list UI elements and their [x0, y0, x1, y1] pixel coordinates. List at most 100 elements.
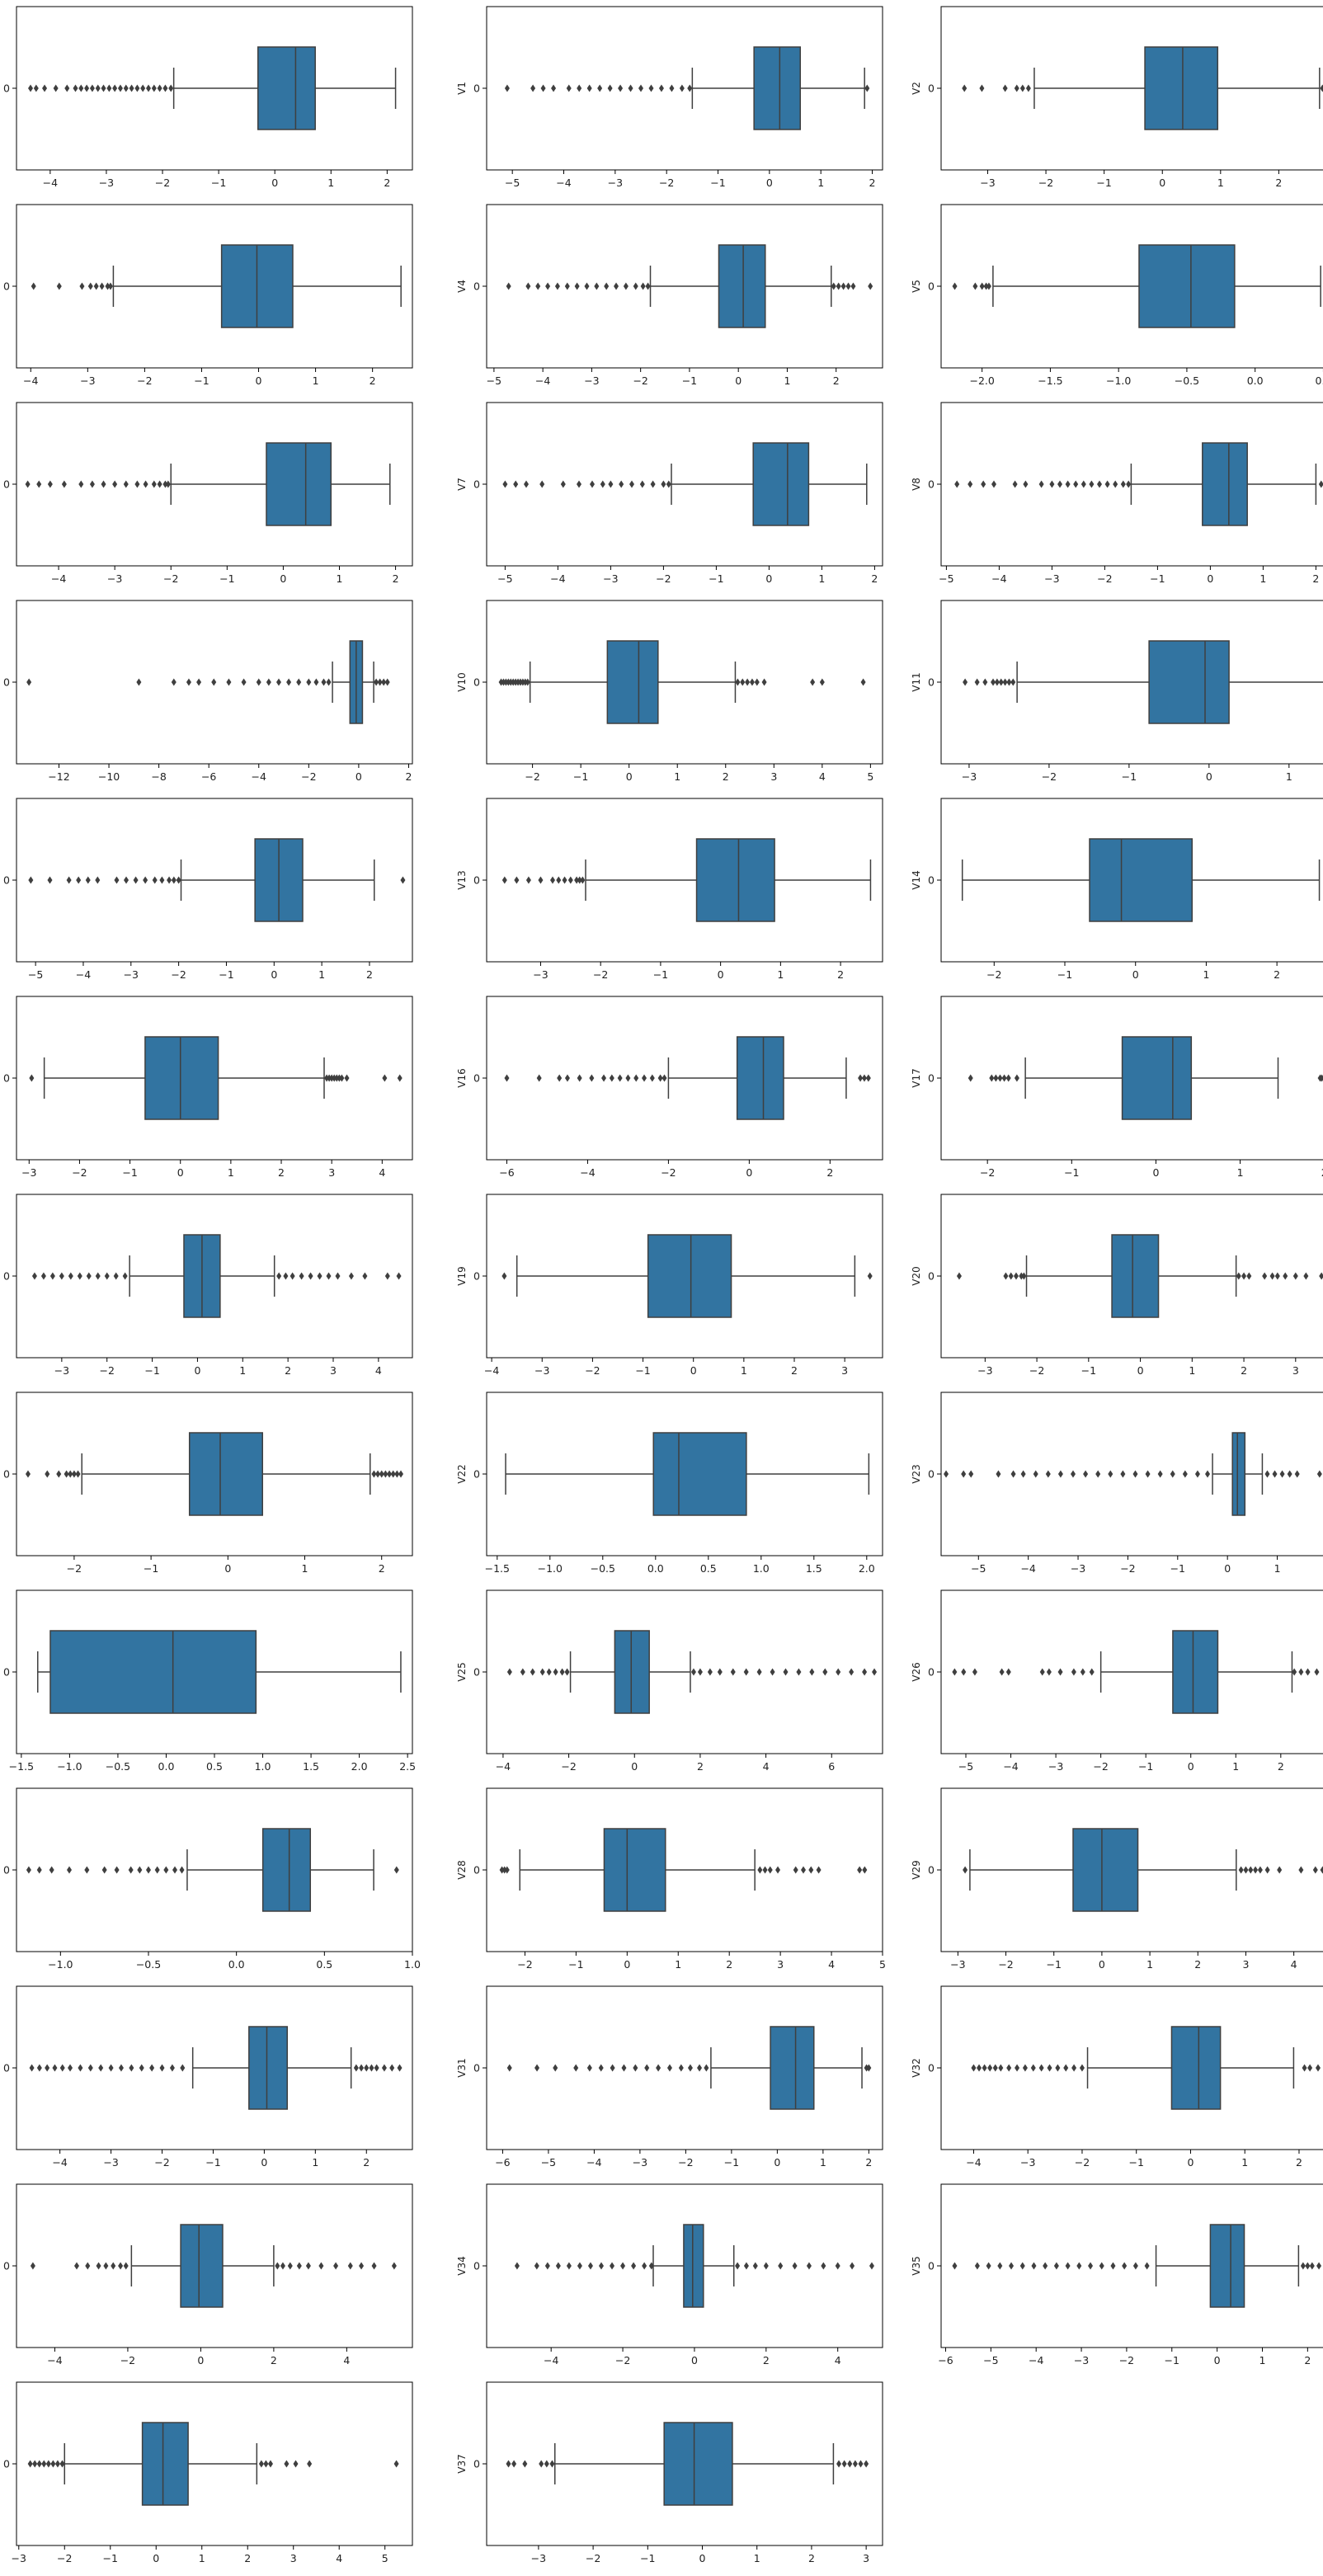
- outlier-point: [25, 1470, 31, 1478]
- outlier-point: [1269, 1272, 1275, 1280]
- outlier-point: [359, 2262, 365, 2270]
- y-tick-label: 0: [928, 2260, 935, 2272]
- outlier-point: [196, 678, 202, 686]
- x-tick-label: −2: [678, 2156, 693, 2169]
- x-tick-label: −1: [1081, 1364, 1096, 1377]
- x-tick-label: −3: [1044, 572, 1059, 585]
- outlier-point: [513, 480, 519, 488]
- outlier-point: [1014, 1074, 1019, 1082]
- outlier-point: [971, 2064, 977, 2072]
- outlier-point: [344, 1074, 350, 1082]
- outlier-point: [26, 678, 32, 686]
- outlier-point: [107, 282, 113, 290]
- outlier-point: [767, 1866, 773, 1874]
- iqr-box: [248, 2026, 289, 2110]
- x-tick-label: −4: [47, 2354, 62, 2366]
- iqr-box: [614, 1630, 650, 1714]
- x-tick-label: 0: [699, 2552, 706, 2564]
- x-tick-label: −1: [144, 1364, 159, 1377]
- outlier-point: [1113, 480, 1118, 488]
- outlier-point: [793, 1866, 798, 1874]
- outlier-point: [129, 84, 134, 92]
- outlier-point: [1298, 1668, 1304, 1676]
- outlier-point: [1316, 1470, 1322, 1478]
- outlier-point: [584, 282, 590, 290]
- outlier-point: [530, 84, 536, 92]
- subplot-v22: −1.5 −1.0 −0.5 0.0 0.5 1.0 1.5 2.0 0 V22: [456, 1392, 883, 1575]
- outlier-point: [1046, 1668, 1052, 1676]
- outlier-point: [707, 1668, 713, 1676]
- x-tick-label: −1: [635, 1364, 650, 1377]
- outlier-point: [393, 2460, 399, 2468]
- outlier-point: [146, 1866, 151, 1874]
- outlier-point: [511, 2460, 517, 2468]
- outlier-point: [171, 876, 177, 884]
- outlier-point: [577, 1074, 582, 1082]
- x-tick-label: 0: [1214, 2354, 1221, 2366]
- x-tick-label: −6: [201, 770, 216, 783]
- y-axis-label: V19: [456, 1266, 468, 1285]
- outlier-point: [601, 1074, 607, 1082]
- y-tick-label: 0: [3, 478, 10, 491]
- outlier-point: [1300, 2262, 1306, 2270]
- outlier-point: [962, 84, 968, 92]
- x-tick-label: 3: [770, 770, 777, 783]
- x-tick-label: −0.5: [1175, 374, 1199, 387]
- outlier-point: [525, 678, 530, 686]
- y-axis-label: V7: [456, 478, 468, 491]
- outlier-point: [806, 2262, 812, 2270]
- y-axis-label: V26: [911, 1662, 922, 1681]
- x-tick-label: 0: [1207, 572, 1213, 585]
- y-tick-label: 0: [3, 1864, 10, 1877]
- outlier-point: [991, 480, 996, 488]
- x-tick-label: 0: [690, 1364, 697, 1377]
- outlier-point: [1272, 1470, 1278, 1478]
- outlier-point: [993, 1074, 999, 1082]
- x-tick-label: 1: [318, 968, 325, 981]
- outlier-point: [872, 1668, 878, 1676]
- outlier-point: [986, 282, 991, 290]
- outlier-point: [283, 1272, 289, 1280]
- y-tick-label: 0: [3, 82, 10, 95]
- x-tick-label: −3: [124, 968, 139, 981]
- x-tick-label: 1: [1146, 1958, 1153, 1971]
- outlier-point: [68, 1470, 73, 1478]
- outlier-point: [1076, 2262, 1082, 2270]
- outlier-point: [40, 1272, 46, 1280]
- outlier-point: [1009, 2262, 1015, 2270]
- outlier-point: [514, 2262, 520, 2270]
- iqr-box: [257, 46, 316, 130]
- outlier-point: [586, 84, 592, 92]
- outlier-point: [754, 678, 760, 686]
- outlier-point: [1057, 1470, 1063, 1478]
- outlier-point: [101, 480, 106, 488]
- outlier-point: [339, 1074, 345, 1082]
- subplot-v29: −3 −2 −1 0 1 2 3 4 0 V29: [911, 1787, 1323, 1971]
- outlier-point: [53, 84, 59, 92]
- x-tick-label: −2: [1097, 572, 1112, 585]
- outlier-point: [1292, 1272, 1298, 1280]
- y-tick-label: 0: [928, 1072, 935, 1085]
- outlier-point: [32, 2460, 38, 2468]
- outlier-point: [587, 2262, 593, 2270]
- outlier-point: [397, 1074, 403, 1082]
- outlier-point: [93, 282, 99, 290]
- x-tick-label: 1: [337, 572, 343, 585]
- outlier-point: [186, 678, 191, 686]
- x-tick-label: 0: [1224, 1562, 1231, 1575]
- x-tick-label: 0: [256, 374, 262, 387]
- outlier-point: [1071, 1470, 1076, 1478]
- outlier-point: [139, 2064, 144, 2072]
- outlier-point: [1057, 1668, 1063, 1676]
- x-tick-label: 1: [817, 177, 824, 189]
- outlier-point: [335, 1272, 341, 1280]
- outlier-point: [1049, 480, 1055, 488]
- outlier-point: [1292, 1668, 1297, 1676]
- outlier-point: [644, 2064, 650, 2072]
- outlier-point: [506, 2064, 512, 2072]
- subplot-v35: −6 −5 −4 −3 −2 −1 0 1 2 0 V35: [911, 2183, 1323, 2366]
- outlier-point: [329, 1074, 335, 1082]
- x-tick-label: 2: [1275, 177, 1282, 189]
- outlier-point: [1264, 1470, 1270, 1478]
